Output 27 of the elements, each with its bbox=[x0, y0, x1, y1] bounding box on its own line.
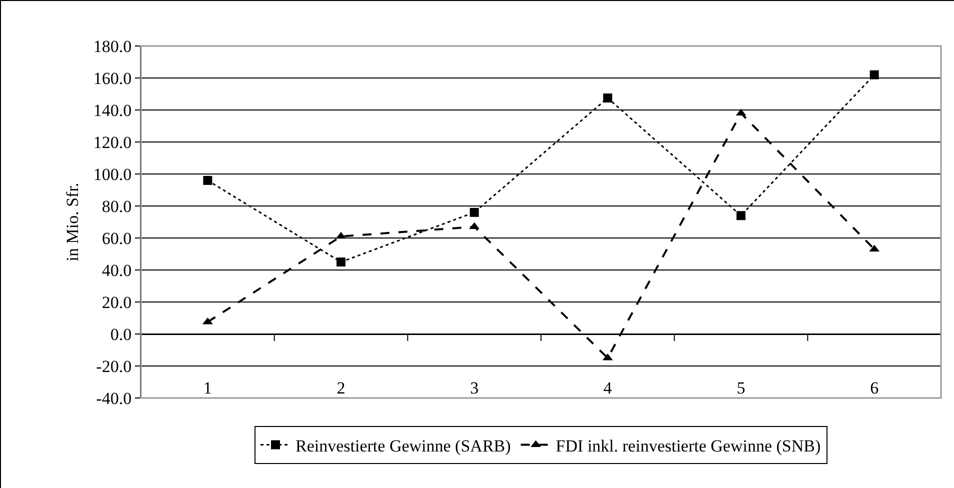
y-tick-label: -20.0 bbox=[96, 356, 132, 376]
y-tick-label: 140.0 bbox=[93, 100, 132, 120]
legend-label: FDI inkl. reinvestierte Gewinne (SNB) bbox=[556, 436, 821, 456]
legend-label: Reinvestierte Gewinne (SARB) bbox=[296, 436, 511, 456]
y-tick-label: 120.0 bbox=[93, 132, 132, 152]
y-tick-label: -40.0 bbox=[96, 388, 132, 408]
y-tick-label: 40.0 bbox=[102, 260, 132, 280]
point bbox=[736, 211, 746, 220]
point bbox=[870, 70, 879, 80]
x-tick-label: 2 bbox=[336, 378, 346, 398]
x-tick-label: 4 bbox=[603, 378, 612, 398]
y-tick-label: 100.0 bbox=[93, 164, 132, 184]
point bbox=[470, 208, 479, 217]
y-tick-label: 180.0 bbox=[93, 36, 132, 56]
y-tick-label: 60.0 bbox=[102, 228, 132, 248]
y-tick-label: 80.0 bbox=[102, 196, 132, 216]
y-tick-label: 0.0 bbox=[110, 324, 132, 344]
y-axis-title: in Mio. Sfr. bbox=[62, 182, 82, 262]
point bbox=[336, 258, 346, 266]
x-tick-label: 5 bbox=[736, 378, 746, 398]
x-tick-label: 1 bbox=[203, 378, 212, 398]
x-tick-label: 6 bbox=[870, 378, 879, 398]
x-tick-label: 3 bbox=[470, 378, 479, 398]
point bbox=[603, 94, 612, 102]
y-tick-label: 160.0 bbox=[93, 68, 132, 88]
y-tick-label: 20.0 bbox=[102, 292, 132, 312]
point bbox=[203, 176, 212, 185]
